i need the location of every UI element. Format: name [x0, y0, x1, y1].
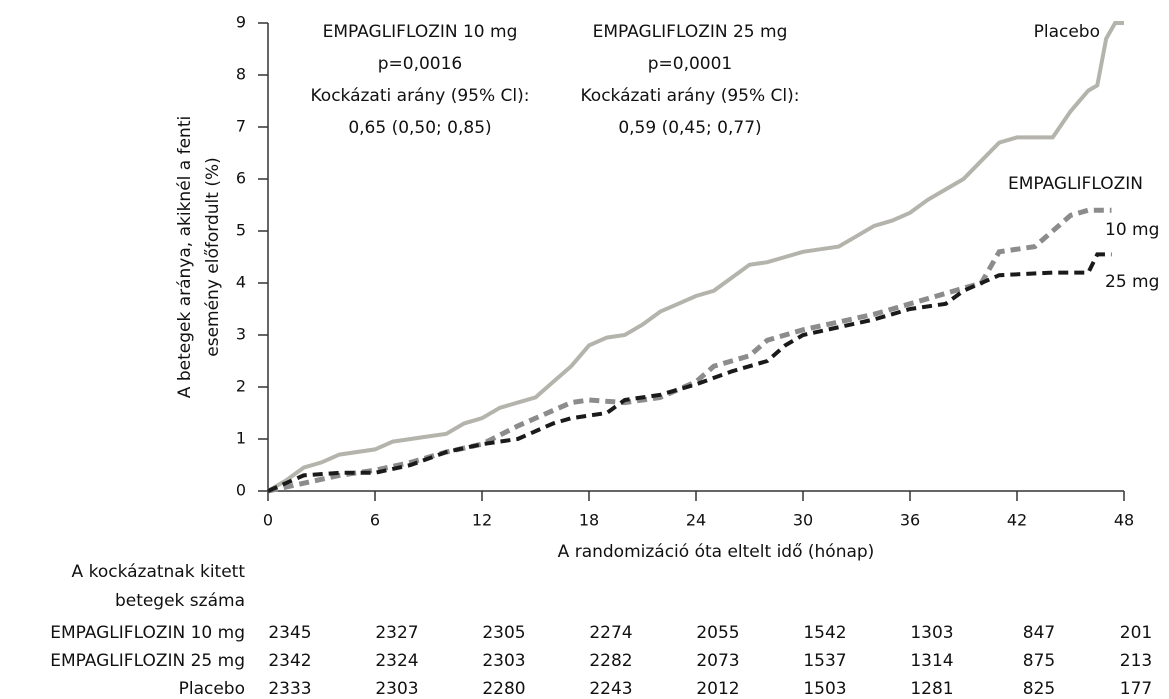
risk-count: 213	[1120, 651, 1152, 671]
risk-count: 1281	[910, 679, 953, 699]
risk-count: 1542	[803, 623, 846, 643]
risk-row-label: EMPAGLIFLOZIN 25 mg	[50, 651, 245, 671]
x-tick-label: 36	[900, 511, 920, 530]
y-axis-label: A betegek aránya, akiknél a fenti	[175, 116, 195, 398]
x-tick-label: 24	[686, 511, 706, 530]
x-tick-label: 30	[793, 511, 813, 530]
risk-count: 2303	[375, 679, 418, 699]
series-line	[267, 207, 1112, 494]
y-tick-label: 6	[236, 169, 246, 188]
annotation: Kockázati arány (95% Cl):	[311, 86, 530, 106]
y-tick-label: 1	[236, 429, 246, 448]
annotation: EMPAGLIFLOZIN 10 mg	[323, 22, 518, 42]
risk-count: 1314	[910, 651, 953, 671]
risk-row-label: Placebo	[179, 679, 245, 699]
y-tick-label: 4	[236, 273, 246, 292]
risk-count: 1503	[803, 679, 846, 699]
risk-count: 2324	[375, 651, 418, 671]
risk-count: 2305	[482, 623, 525, 643]
risk-count: 2012	[696, 679, 739, 699]
x-tick-label: 48	[1114, 511, 1134, 530]
risk-table-title: A kockázatnak kitett	[72, 562, 246, 582]
y-tick-label: 8	[236, 65, 246, 84]
annotation: p=0,0016	[378, 54, 463, 74]
x-tick-label: 0	[263, 511, 273, 530]
x-tick-label: 18	[579, 511, 599, 530]
y-tick-label: 5	[236, 221, 246, 240]
risk-count: 2280	[482, 679, 525, 699]
y-axis-label: esemény előfordult (%)	[203, 157, 223, 356]
risk-count: 2055	[696, 623, 739, 643]
risk-count: 847	[1023, 623, 1055, 643]
risk-row-label: EMPAGLIFLOZIN 10 mg	[50, 623, 245, 643]
series-line	[266, 21, 1124, 493]
annotation: EMPAGLIFLOZIN 25 mg	[593, 22, 788, 42]
risk-count: 2327	[375, 623, 418, 643]
series-group-label: EMPAGLIFLOZIN	[1008, 174, 1143, 194]
risk-count: 1303	[910, 623, 953, 643]
x-axis-label: A randomizáció óta eltelt idő (hónap)	[558, 542, 875, 562]
risk-count: 2282	[589, 651, 632, 671]
risk-count: 1537	[803, 651, 846, 671]
x-tick-label: 6	[370, 511, 380, 530]
series-label: 25 mg	[1105, 272, 1159, 292]
y-tick-label: 7	[236, 117, 246, 136]
series-line	[267, 252, 1112, 493]
risk-count: 2303	[482, 651, 525, 671]
risk-table-title: betegek száma	[115, 591, 245, 611]
x-tick-label: 12	[472, 511, 492, 530]
risk-count: 201	[1120, 623, 1152, 643]
y-tick-label: 0	[236, 481, 246, 500]
risk-count: 825	[1023, 679, 1055, 699]
risk-count: 2333	[268, 679, 311, 699]
annotation: Kockázati arány (95% Cl):	[581, 86, 800, 106]
series-label: 10 mg	[1105, 220, 1159, 240]
risk-count: 177	[1120, 679, 1152, 699]
risk-count: 2073	[696, 651, 739, 671]
annotation: p=0,0001	[648, 54, 733, 74]
risk-count: 2342	[268, 651, 311, 671]
risk-count: 2274	[589, 623, 632, 643]
series-label: Placebo	[1034, 22, 1100, 42]
risk-count: 2345	[268, 623, 311, 643]
annotation: 0,65 (0,50; 0,85)	[348, 118, 491, 138]
risk-count: 875	[1023, 651, 1055, 671]
y-tick-label: 9	[236, 13, 246, 32]
x-tick-label: 42	[1007, 511, 1027, 530]
y-tick-label: 3	[236, 325, 246, 344]
annotation: 0,59 (0,45; 0,77)	[618, 118, 761, 138]
risk-count: 2243	[589, 679, 632, 699]
y-tick-label: 2	[236, 377, 246, 396]
